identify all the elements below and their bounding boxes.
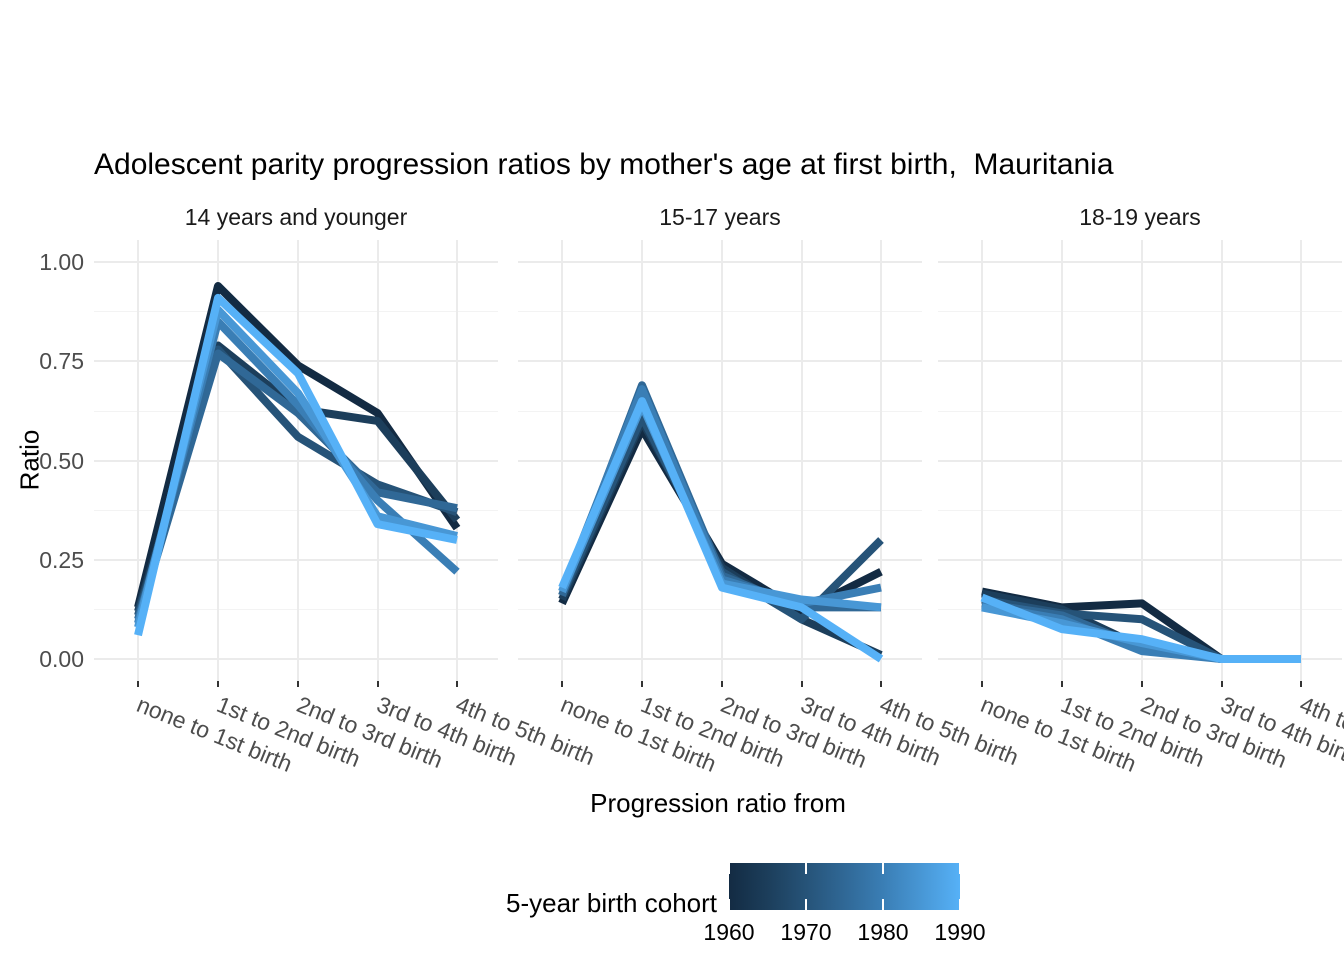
cohort-line-1975 [134,349,458,621]
x-tick-mark [880,681,882,687]
x-tick-mark [217,681,219,687]
minor-gridline [518,311,922,313]
major-gridline [137,240,139,681]
colorbar-tick [728,899,730,910]
x-axis-title: Progression ratio from [590,788,846,818]
minor-gridline [518,509,922,511]
facet-strip-label: 15-17 years [659,204,781,230]
facet-panel [94,240,498,681]
x-tick-mark [641,681,643,687]
cohort-line-1990 [980,593,1301,663]
legend-tick-label: 1980 [857,919,909,945]
minor-gridline [518,608,922,610]
cohort-line-1965 [134,341,461,613]
y-tick-label: 1.00 [39,249,84,276]
legend-tick-label: 1990 [934,919,986,945]
major-gridline [94,261,498,264]
x-tick-mark [1141,681,1143,687]
colorbar-tick [959,899,961,910]
major-gridline [94,459,498,462]
major-gridline [561,240,563,681]
colorbar-tick [804,863,807,874]
legend-colorbar [728,863,961,910]
x-tick-mark [137,681,139,687]
major-gridline [297,240,299,681]
facet-panel [518,240,922,681]
y-tick-label: 0.25 [39,546,84,573]
x-tick-mark [561,681,563,687]
x-tick-mark [800,681,803,687]
cohort-line-1965 [558,416,883,659]
legend-tick-label: 1960 [703,919,755,945]
minor-gridline [938,410,1342,412]
chart-title: Adolescent parity progression ratios by … [94,148,1114,181]
major-gridline [1061,240,1063,681]
major-gridline [721,240,723,681]
major-gridline [518,360,922,363]
facet-strip-label: 14 years and younger [184,204,408,230]
facet-strip-label: 18-19 years [1079,204,1201,230]
colorbar-tick [728,863,730,874]
x-tick-mark [376,681,379,687]
y-tick-label: 0.50 [39,447,84,474]
cohort-line-1990 [134,293,458,637]
major-gridline [94,658,498,660]
major-gridline [456,240,458,681]
minor-gridline [94,509,498,511]
minor-gridline [518,410,922,412]
major-gridline [217,240,219,681]
minor-gridline [94,311,498,313]
colorbar-tick [804,899,807,910]
y-tick-label: 0.75 [39,348,84,375]
facet-panel [938,240,1342,681]
line-layer [980,587,1301,663]
x-tick-mark [981,681,983,687]
major-gridline [938,261,1342,264]
legend-tick-label: 1970 [780,919,832,945]
major-gridline [1141,240,1143,681]
major-gridline [938,658,1342,660]
x-tick-mark [297,681,299,687]
major-gridline [800,240,803,681]
minor-gridline [94,608,498,610]
line-layer [558,381,884,663]
legend-title: 5-year birth cohort [506,888,717,918]
x-tick-mark [1220,681,1223,687]
minor-gridline [938,509,1342,511]
major-gridline [518,459,922,462]
y-tick-label: 0.00 [39,646,84,672]
colorbar-tick [881,899,884,910]
major-gridline [1300,240,1302,681]
minor-gridline [938,608,1342,610]
minor-gridline [938,311,1342,313]
cohort-line-1990 [558,397,884,663]
major-gridline [938,558,1342,561]
major-gridline [880,240,882,681]
major-gridline [518,261,922,264]
major-gridline [376,240,379,681]
major-gridline [641,240,643,681]
major-gridline [94,558,498,561]
major-gridline [938,360,1342,363]
major-gridline [1220,240,1223,681]
colorbar-tick [881,863,884,874]
x-tick-mark [1300,681,1302,687]
major-gridline [938,459,1342,462]
x-tick-mark [1061,681,1063,687]
x-tick-mark [456,681,458,687]
x-tick-mark [721,681,723,687]
line-layer [134,282,461,637]
colorbar-tick [959,863,961,874]
major-gridline [981,240,983,681]
major-gridline [518,658,922,660]
